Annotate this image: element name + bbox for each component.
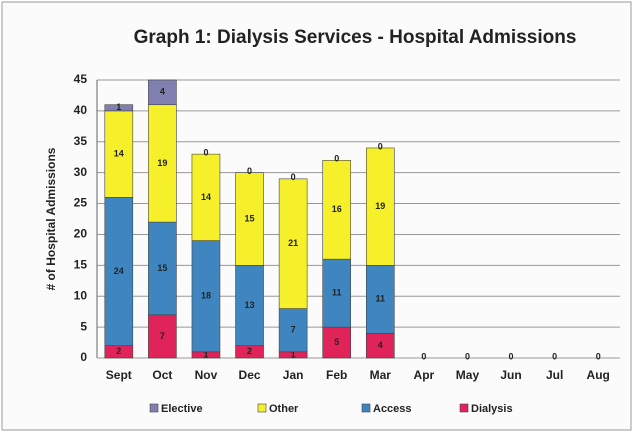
y-tick-label: 15 xyxy=(74,258,88,272)
bar-segment xyxy=(235,265,264,346)
x-tick-label: Jan xyxy=(283,368,304,382)
value-label: 5 xyxy=(334,337,339,347)
x-tick-label: Nov xyxy=(195,368,218,382)
x-tick-label: Aug xyxy=(587,368,610,382)
bar-segment xyxy=(148,79,177,106)
y-tick-label: 30 xyxy=(74,165,88,179)
value-label: 11 xyxy=(376,294,386,304)
value-label: 0 xyxy=(552,351,557,361)
value-label: 2 xyxy=(116,346,121,356)
x-tick-label: Jun xyxy=(500,368,521,382)
value-label: 0 xyxy=(203,148,208,158)
x-tick-label: Dec xyxy=(239,368,261,382)
bar-segment xyxy=(278,178,308,309)
chart-title: Graph 1: Dialysis Services - Hospital Ad… xyxy=(134,27,577,48)
bar-segment xyxy=(191,240,221,353)
y-tick-label: 20 xyxy=(74,227,88,241)
value-label: 19 xyxy=(157,158,167,168)
legend-swatch xyxy=(459,403,469,413)
y-tick-label: 5 xyxy=(80,319,87,333)
x-tick-label: May xyxy=(456,368,480,382)
value-label: 4 xyxy=(160,87,165,97)
value-label: 18 xyxy=(201,291,211,301)
legend-label: Dialysis xyxy=(471,403,513,415)
value-label: 0 xyxy=(291,172,296,182)
x-tick-label: Sept xyxy=(106,368,132,382)
bar-segment xyxy=(104,104,134,112)
y-tick-label: 25 xyxy=(74,196,88,210)
legend-label: Access xyxy=(373,403,412,415)
value-label: 0 xyxy=(509,351,514,361)
value-label: 24 xyxy=(114,266,124,276)
bar-segment xyxy=(148,104,177,223)
value-label: 19 xyxy=(375,201,385,211)
bar-segment xyxy=(365,265,395,334)
bar-segment xyxy=(235,172,264,266)
value-label: 0 xyxy=(334,154,339,164)
bar-segment xyxy=(148,314,177,359)
value-label: 21 xyxy=(288,238,298,248)
legend-swatch xyxy=(361,403,371,413)
x-tick-label: Feb xyxy=(326,368,347,382)
value-label: 16 xyxy=(332,204,342,214)
bar-segment xyxy=(191,153,221,241)
value-label: 15 xyxy=(245,213,255,223)
legend-swatch xyxy=(257,403,267,413)
value-label: 13 xyxy=(245,300,255,310)
legend-swatch xyxy=(149,403,159,413)
value-label: 15 xyxy=(157,263,167,273)
x-tick-label: Oct xyxy=(152,368,172,382)
value-label: 1 xyxy=(291,349,296,359)
value-label: 0 xyxy=(421,351,426,361)
value-label: 0 xyxy=(247,166,252,176)
bar-segment xyxy=(365,332,395,359)
x-tick-label: Mar xyxy=(370,368,392,382)
legend-label: Other xyxy=(269,403,299,415)
y-tick-label: 35 xyxy=(74,134,88,148)
value-label: 1 xyxy=(116,102,121,112)
x-tick-label: Jul xyxy=(546,368,563,382)
bar-segment xyxy=(104,197,134,346)
bar-segment xyxy=(322,326,352,359)
bar-segment xyxy=(322,258,352,328)
bar-segment xyxy=(322,160,352,260)
bar-segment xyxy=(104,110,134,198)
value-label: 0 xyxy=(465,351,470,361)
x-tick-label: Apr xyxy=(414,368,435,382)
bar-segment xyxy=(278,308,308,353)
bar-segment xyxy=(148,221,177,316)
y-tick-label: 40 xyxy=(74,103,88,117)
value-label: 1 xyxy=(203,349,208,359)
y-tick-label: 0 xyxy=(80,350,87,364)
value-label: 7 xyxy=(291,325,296,335)
value-label: 0 xyxy=(596,351,601,361)
value-label: 7 xyxy=(160,331,165,341)
y-axis-label: # of Hospital Admissions xyxy=(44,147,58,290)
value-label: 0 xyxy=(378,141,383,151)
y-tick-label: 45 xyxy=(74,72,88,86)
value-label: 11 xyxy=(332,288,342,298)
value-label: 14 xyxy=(201,192,211,202)
value-label: 14 xyxy=(114,149,124,159)
bar-segment xyxy=(365,147,395,266)
y-tick-label: 10 xyxy=(74,288,88,302)
value-label: 2 xyxy=(247,346,252,356)
value-label: 4 xyxy=(378,340,383,350)
legend-label: Elective xyxy=(161,403,203,415)
